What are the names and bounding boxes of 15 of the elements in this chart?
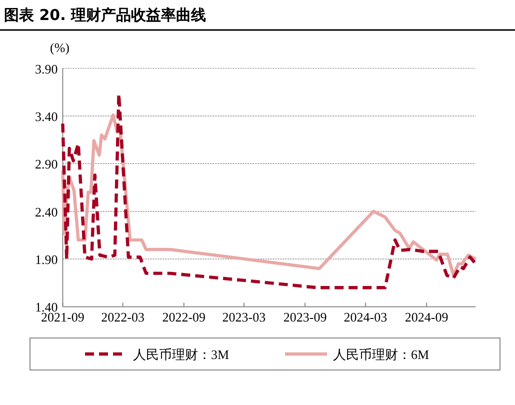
y-axis-title: (%)	[50, 40, 70, 55]
x-tick-label: 2023-03	[222, 310, 266, 325]
legend-label: 人民币理财：3M	[133, 347, 230, 362]
y-tick-label: 1.90	[34, 252, 58, 268]
x-tick-label: 2023-09	[283, 310, 327, 325]
y-tick-label: 2.40	[34, 204, 58, 220]
chart-title: 图表 20. 理财产品收益率曲线	[4, 6, 206, 24]
x-tick-label: 2022-03	[101, 310, 144, 325]
y-tick-label: 3.90	[34, 61, 58, 76]
y-tick-label: 3.40	[34, 108, 58, 124]
y-tick-label: 2.90	[34, 156, 58, 172]
legend-label: 人民币理财：6M	[333, 347, 430, 362]
x-tick-label: 2024-03	[344, 310, 388, 325]
x-tick-label: 2024-09	[404, 310, 448, 325]
x-tick-label: 2022-09	[162, 310, 206, 325]
